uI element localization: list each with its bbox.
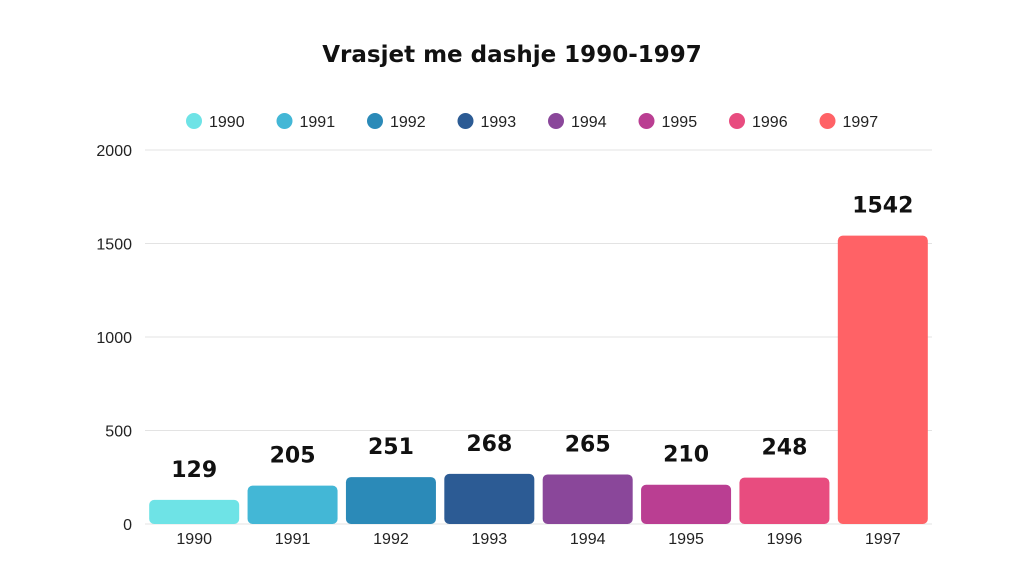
legend-label: 1990 — [209, 114, 245, 131]
legend-label: 1995 — [662, 114, 698, 131]
x-tick-label: 1997 — [865, 531, 901, 548]
legend: 1990 1991 1992 1993 1994 1995 1996 1997 — [186, 113, 878, 131]
y-tick-label: 500 — [105, 424, 132, 441]
data-label: 251 — [368, 435, 414, 460]
legend-swatch — [276, 113, 293, 129]
legend-label: 1996 — [752, 114, 788, 131]
gridlines — [145, 149, 932, 525]
data-label: 268 — [466, 432, 512, 457]
legend-label: 1997 — [843, 114, 879, 131]
x-tick-label: 1996 — [767, 531, 803, 548]
bar — [542, 474, 633, 524]
x-tick-label: 1992 — [373, 531, 409, 548]
bars: 129 205 251 268 265 210 248 1542 — [149, 194, 928, 524]
chart-title: Vrasjet me dashje 1990-1997 — [322, 42, 702, 68]
legend-label: 1992 — [390, 114, 426, 131]
bar — [247, 485, 338, 524]
legend-swatch — [819, 113, 836, 129]
data-label: 248 — [761, 436, 807, 461]
y-tick-label: 1500 — [96, 237, 132, 254]
y-tick-label: 1000 — [96, 330, 132, 347]
data-label: 210 — [663, 443, 709, 468]
x-tick-label: 1990 — [176, 531, 212, 548]
y-tick-label: 0 — [123, 517, 132, 534]
x-tick-label: 1995 — [668, 531, 704, 548]
x-axis: 1990 1991 1992 1993 1994 1995 1996 1997 — [176, 531, 900, 548]
legend-label: 1991 — [300, 114, 336, 131]
legend-swatch — [548, 113, 564, 129]
legend-swatch — [457, 113, 474, 129]
x-tick-label: 1993 — [472, 531, 508, 548]
data-label: 129 — [171, 458, 217, 483]
legend-swatch — [186, 113, 202, 129]
legend-swatch — [638, 113, 655, 129]
legend-label: 1993 — [481, 114, 517, 131]
bar — [444, 473, 535, 524]
x-tick-label: 1994 — [570, 531, 606, 548]
bar — [739, 477, 830, 524]
data-label: 205 — [270, 444, 316, 469]
y-tick-label: 2000 — [96, 143, 132, 160]
data-label: 265 — [565, 432, 611, 457]
x-tick-label: 1991 — [275, 531, 311, 548]
bar — [641, 484, 732, 524]
legend-swatch — [729, 113, 745, 129]
y-axis: 0 500 1000 1500 2000 — [96, 143, 132, 534]
bar — [837, 235, 928, 524]
legend-swatch — [367, 113, 383, 129]
legend-label: 1994 — [571, 114, 607, 131]
data-label: 1542 — [852, 194, 913, 219]
bar — [149, 499, 240, 524]
bar — [345, 477, 436, 524]
